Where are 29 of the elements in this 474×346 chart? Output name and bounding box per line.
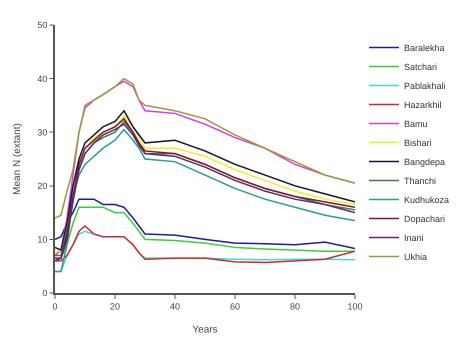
legend-label: Ukhia (404, 252, 428, 262)
legend-label: Bamu (404, 119, 428, 130)
x-tick-label: 100 (347, 302, 363, 312)
x-tick-label: 60 (230, 302, 240, 312)
x-axis-title: Years (192, 324, 218, 336)
y-tick-label: 20 (37, 180, 48, 191)
y-tick-label: 10 (37, 234, 48, 245)
legend-label: Inani (404, 233, 424, 244)
legend-label: Satchari (404, 62, 438, 72)
y-tick-label: 50 (37, 20, 48, 30)
y-tick-label: 0 (42, 288, 48, 298)
y-axis-title: Mean N (extant) (12, 123, 23, 195)
legend-label: Dopachari (404, 214, 446, 224)
x-tick-label: 40 (170, 302, 180, 312)
line-series (55, 225, 355, 264)
legend-label: Bangdepa (404, 157, 446, 168)
y-tick-label: 40 (37, 74, 48, 84)
legend-label: Kudhukoza (404, 195, 450, 206)
line-series (55, 198, 355, 250)
legend-label: Pablakhali (404, 81, 446, 92)
legend-label: Baralekha (404, 43, 445, 54)
x-tick-label: 80 (290, 302, 300, 312)
legend-label: Thanchi (404, 176, 436, 186)
line-series (55, 78, 355, 219)
legend-label: Hazarkhil (404, 100, 442, 110)
legend-label: Bishari (404, 138, 432, 148)
x-tick-label: 20 (110, 302, 120, 312)
x-tick-label: 0 (52, 302, 58, 312)
y-tick-label: 30 (37, 127, 48, 138)
